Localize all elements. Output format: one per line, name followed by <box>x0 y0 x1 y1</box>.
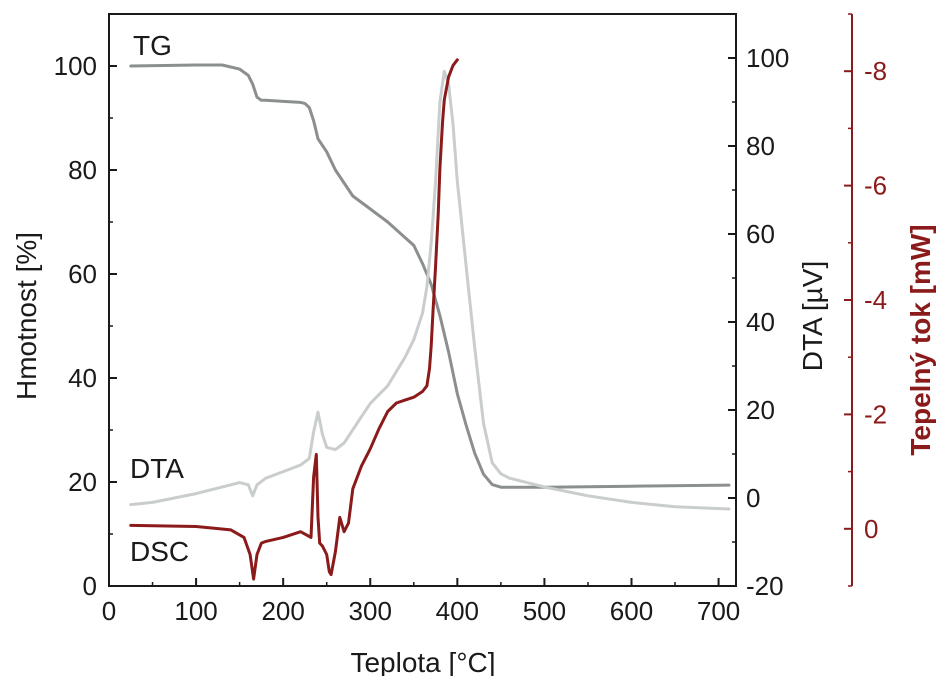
y-axis-dta-title: DTA [µV] <box>797 261 828 372</box>
y-left-tick-label: 60 <box>68 259 97 289</box>
y-dta-tick-label: -20 <box>746 571 784 601</box>
axes-layer: 0 100 200 300 400 500 600 700020406080100-20020… <box>54 13 887 626</box>
y-left-tick-label: 0 <box>83 571 97 601</box>
x-tick-label: 600 <box>610 596 653 626</box>
y-left-tick-label: 100 <box>54 51 97 81</box>
dta-series-label: DTA <box>130 453 184 484</box>
dta-series-line <box>129 69 731 511</box>
y-dsc-tick-label: -2 <box>864 399 887 429</box>
plot-frame <box>108 13 737 587</box>
x-tick-label: 700 <box>697 596 740 626</box>
y-dsc-tick-label: -8 <box>864 56 887 86</box>
y-dsc-tick-label: 0 <box>864 514 878 544</box>
dsc-series-label: DSC <box>130 536 189 567</box>
y-axis-left-title: Hmotnost [%] <box>11 232 42 400</box>
x-tick-label: 400 <box>436 596 479 626</box>
x-tick-label: 100 <box>174 596 217 626</box>
plot-area-border <box>108 13 737 587</box>
y-left-tick-label: 80 <box>68 155 97 185</box>
tg-series-label: TG <box>133 30 172 61</box>
y-dsc-tick-label: -4 <box>864 285 887 315</box>
y-left-tick-label: 20 <box>68 467 97 497</box>
y-dta-tick-label: 40 <box>746 307 775 337</box>
y-axis-dsc-title: Tepelný tok [mW] <box>905 224 936 455</box>
x-axis-title: Teplota [°C] <box>350 647 495 676</box>
tg-series-line <box>129 63 731 489</box>
y-dta-tick-label: 100 <box>746 43 789 73</box>
y-dsc-tick-label: -6 <box>864 171 887 201</box>
y-left-tick-label: 40 <box>68 363 97 393</box>
y-dta-tick-label: 20 <box>746 395 775 425</box>
x-tick-label: 0 <box>102 596 116 626</box>
series-layer <box>129 58 731 581</box>
dsc-series-line <box>129 58 459 581</box>
y-dta-tick-label: 80 <box>746 131 775 161</box>
x-tick-label: 300 <box>349 596 392 626</box>
y-dta-tick-label: 60 <box>746 219 775 249</box>
y-dta-tick-label: 0 <box>746 483 760 513</box>
x-tick-label: 500 <box>523 596 566 626</box>
x-tick-label: 200 <box>261 596 304 626</box>
